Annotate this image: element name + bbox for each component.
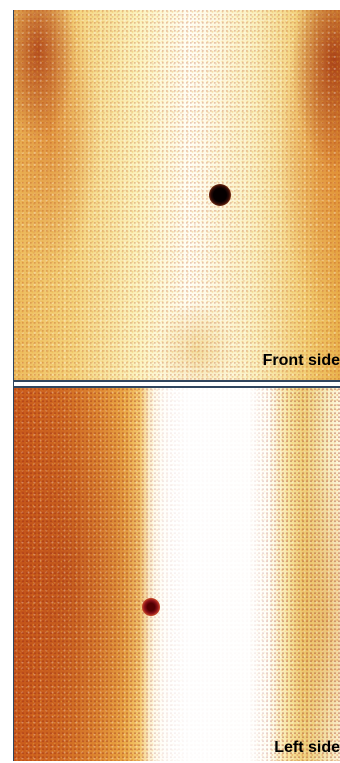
front-speckle-texture xyxy=(14,10,340,380)
left-view-label: Left side xyxy=(274,739,340,756)
left-view-clear-zone xyxy=(140,388,280,761)
view-divider xyxy=(14,380,340,388)
front-hotspot-marker xyxy=(209,184,231,206)
front-view-panel: Front side xyxy=(14,10,340,380)
left-hotspot-marker xyxy=(142,598,160,616)
left-view-panel: Left side xyxy=(14,388,340,761)
front-view-label: Front side xyxy=(262,352,340,369)
panel-left-border xyxy=(13,10,14,761)
left-speckle-texture xyxy=(14,388,340,761)
